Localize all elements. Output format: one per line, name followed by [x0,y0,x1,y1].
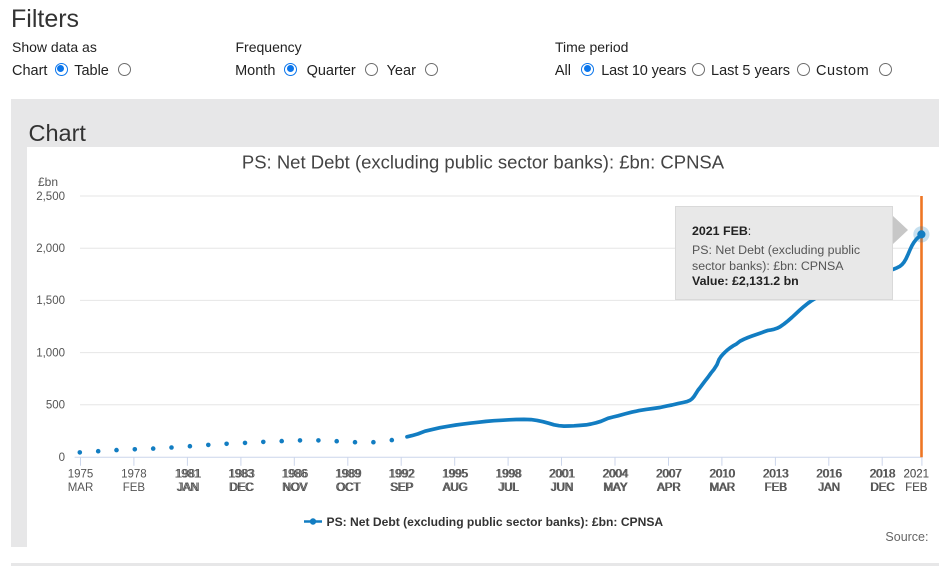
svg-text:2004: 2004 [603,469,629,481]
svg-text:DEC: DEC [230,482,254,494]
svg-text:2018: 2018 [870,469,896,481]
svg-text:2,000: 2,000 [36,243,65,255]
svg-text:JAN: JAN [178,482,200,494]
svg-text:DEC: DEC [871,482,895,494]
svg-text:1983: 1983 [229,469,255,481]
svg-text:Source:: Source: [885,530,928,544]
svg-text:JAN: JAN [818,482,840,494]
svg-text:FEB: FEB [905,482,928,494]
svg-text:NOV: NOV [282,482,307,494]
svg-text:2,500: 2,500 [36,191,65,203]
svg-text:2001: 2001 [549,469,575,481]
svg-text:2004: 2004 [602,469,628,481]
svg-text:1986: 1986 [283,469,309,481]
svg-text:DEC: DEC [229,482,253,494]
svg-text:FEB: FEB [123,482,146,494]
svg-text:1998: 1998 [495,469,521,481]
svg-text:OCT: OCT [336,482,360,494]
svg-text:1989: 1989 [336,469,362,481]
svg-text:1978: 1978 [121,469,147,481]
svg-text:2007: 2007 [656,469,682,481]
svg-text:1,000: 1,000 [36,347,65,359]
svg-text:SEP: SEP [391,482,414,494]
svg-text:JAN: JAN [819,482,841,494]
svg-text:SEP: SEP [390,482,413,494]
svg-text:2018: 2018 [869,469,895,481]
svg-text:FEB: FEB [765,482,788,494]
svg-text:2021: 2021 [904,469,930,481]
svg-text:NOV: NOV [283,482,308,494]
svg-text:2016: 2016 [817,469,843,481]
svg-text:1992: 1992 [388,469,414,481]
svg-text:1981: 1981 [175,469,201,481]
svg-text:JUN: JUN [551,482,573,494]
svg-text:2010: 2010 [710,469,736,481]
svg-text:APR: APR [657,482,681,494]
svg-text:0: 0 [59,452,65,464]
svg-text:OCT: OCT [337,482,361,494]
svg-text:2016: 2016 [816,469,842,481]
svg-text:1981: 1981 [176,469,202,481]
svg-text:DEC: DEC [870,482,894,494]
svg-text:FEB: FEB [905,482,928,494]
svg-text:PS: Net Debt (excluding public: PS: Net Debt (excluding public sector ba… [327,515,664,529]
svg-text:AUG: AUG [443,482,468,494]
svg-text:MAR: MAR [68,482,94,494]
svg-text:2013: 2013 [763,469,789,481]
svg-text:JUN: JUN [550,482,572,494]
svg-text:2007: 2007 [657,469,683,481]
svg-text:1983: 1983 [228,469,254,481]
svg-text:FEB: FEB [764,482,787,494]
svg-text:MAY: MAY [604,482,628,494]
svg-text:1992: 1992 [390,469,416,481]
svg-text:1986: 1986 [282,469,308,481]
svg-text:2013: 2013 [763,469,789,481]
svg-text:PS: Net Debt (excluding public: PS: Net Debt (excluding public sector ba… [242,152,725,173]
svg-text:JUL: JUL [498,482,519,494]
svg-text:JAN: JAN [177,482,199,494]
svg-text:2021: 2021 [904,469,930,481]
svg-text:2010: 2010 [709,469,735,481]
svg-text:1989: 1989 [335,469,361,481]
svg-text:MAY: MAY [603,482,627,494]
svg-text:AUG: AUG [442,482,467,494]
svg-text:1,500: 1,500 [36,295,65,307]
svg-text:500: 500 [46,400,65,412]
svg-text:JUL: JUL [499,482,520,494]
svg-text:£bn: £bn [38,175,58,189]
svg-text:MAR: MAR [710,482,736,494]
svg-text:2001: 2001 [550,469,576,481]
svg-text:1995: 1995 [442,469,468,481]
svg-text:1975: 1975 [68,469,94,481]
svg-text:APR: APR [658,482,682,494]
svg-text:MAR: MAR [709,482,735,494]
svg-text:1998: 1998 [496,469,522,481]
svg-text:1995: 1995 [443,469,469,481]
